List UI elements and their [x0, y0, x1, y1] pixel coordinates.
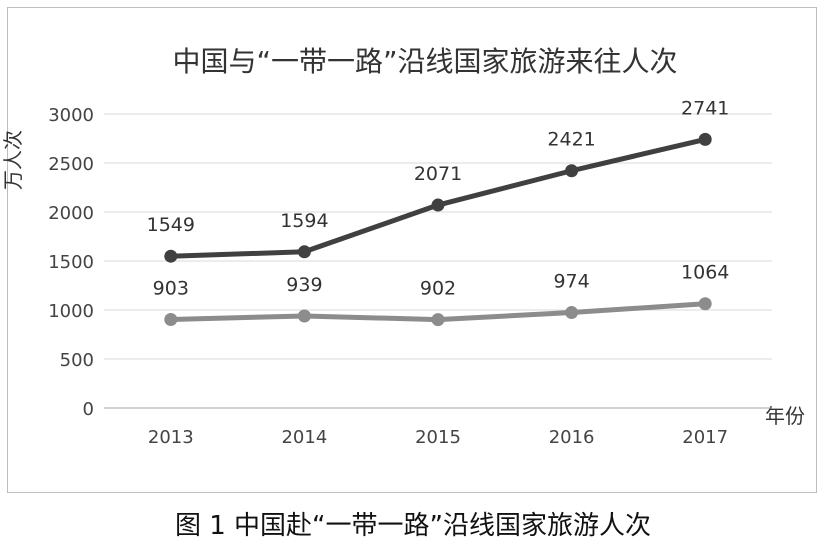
chart-frame: [7, 7, 817, 493]
line-chart: 中国与“一带一路”沿线国家旅游来往人次 万人次 年份 0500100015002…: [1, 45, 805, 448]
x-tick-label: 2014: [281, 427, 327, 448]
data-point: [431, 313, 445, 327]
data-point: [164, 313, 178, 327]
data-point: [565, 164, 579, 178]
data-label: 974: [553, 271, 589, 293]
data-label: 2421: [547, 129, 595, 151]
data-label: 1549: [147, 214, 195, 236]
data-label: 2741: [681, 97, 729, 119]
data-point: [698, 297, 712, 311]
y-tick-label: 1500: [48, 252, 94, 273]
x-tick-label: 2013: [148, 427, 194, 448]
data-point: [297, 309, 311, 323]
y-axis-label: 万人次: [1, 130, 25, 190]
x-tick-label: 2016: [549, 427, 595, 448]
data-point: [698, 132, 712, 146]
y-tick-label: 1000: [48, 301, 94, 322]
data-point: [431, 198, 445, 212]
data-point: [297, 245, 311, 259]
data-label: 2071: [414, 163, 462, 185]
y-tick-label: 2000: [48, 203, 94, 224]
data-label: 903: [153, 278, 189, 300]
data-label: 1064: [681, 262, 729, 284]
series-line: [168, 136, 708, 259]
y-tick-label: 2500: [48, 154, 94, 175]
data-point: [164, 249, 178, 263]
data-point: [565, 306, 579, 320]
data-label: 939: [286, 274, 322, 296]
chart-title: 中国与“一带一路”沿线国家旅游来往人次: [172, 45, 677, 78]
x-tick-label: 2017: [682, 427, 728, 448]
data-label: 1594: [280, 210, 328, 232]
y-tick-label: 0: [83, 399, 94, 420]
y-tick-label: 500: [60, 350, 94, 371]
x-tick-label: 2015: [415, 427, 461, 448]
y-tick-label: 3000: [48, 105, 94, 126]
figure-caption: 图 1 中国赴“一带一路”沿线国家旅游人次: [174, 511, 651, 541]
data-label: 902: [420, 278, 456, 300]
